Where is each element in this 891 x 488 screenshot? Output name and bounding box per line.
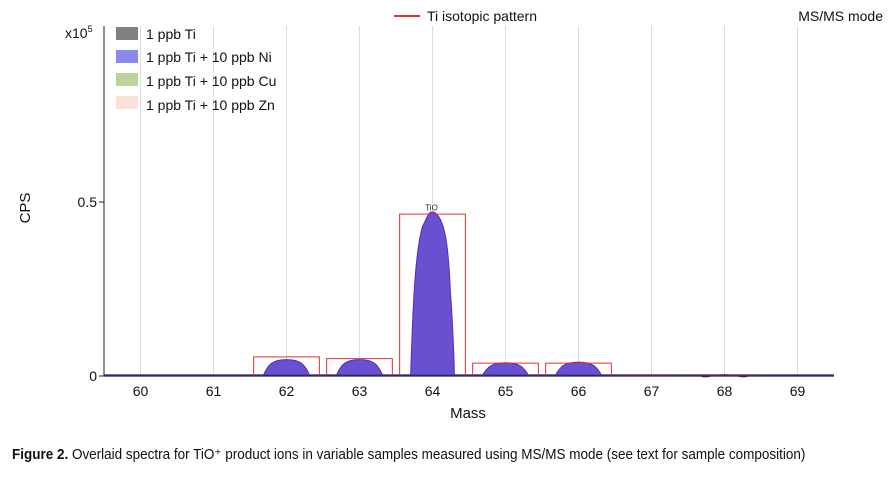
legend-swatch-cu (116, 73, 138, 86)
legend-label-ti: 1 ppb Ti (146, 26, 196, 42)
legend-label-ni: 1 ppb Ti + 10 ppb Ni (146, 49, 272, 65)
caption-text: Overlaid spectra for TiO⁺ product ions i… (68, 447, 806, 463)
x-tick-63: 63 (352, 383, 368, 399)
y-exponent-power: 5 (88, 24, 93, 34)
vertical-gridlines (140, 26, 798, 376)
legend-swatch-ni (116, 50, 138, 63)
x-tick-67: 67 (644, 383, 660, 399)
figure-caption: Figure 2. Overlaid spectra for TiO⁺ prod… (12, 446, 812, 465)
x-axis-title: Mass (450, 405, 486, 422)
peak-63 (335, 359, 384, 377)
x-tick-68: 68 (717, 383, 733, 399)
mode-label: MS/MS mode (798, 8, 883, 24)
x-tick-62: 62 (279, 383, 295, 399)
y-exponent-label: x105 (65, 24, 93, 41)
pattern-box-63 (326, 358, 393, 376)
caption-label: Figure 2. (12, 447, 69, 463)
peak-65 (481, 362, 530, 377)
peak-annotation-tio: TiO (425, 203, 438, 212)
peak-66 (554, 361, 603, 377)
x-tick-labels: 60 61 62 63 64 65 66 67 68 69 (133, 383, 806, 399)
x-tick-61: 61 (206, 383, 222, 399)
pattern-box-64 (399, 213, 466, 376)
peak-62 (262, 359, 311, 377)
y-axis-title: CPS (17, 193, 34, 224)
y-tick-labels: 00.5 (78, 194, 104, 384)
axes (103, 26, 834, 377)
x-tick-60: 60 (133, 383, 149, 399)
spectrum-chart: 60 61 62 63 64 65 66 67 68 69 00.5 Mass CPS x105 … (17, 8, 883, 422)
x-tick-66: 66 (571, 383, 587, 399)
legend-label-cu: 1 ppb Ti + 10 ppb Cu (146, 73, 276, 89)
peak-64 (410, 211, 455, 377)
y-tick-0.5: 0.5 (78, 194, 98, 210)
pattern-box-65 (472, 362, 539, 376)
x-tick-65: 65 (498, 383, 514, 399)
pattern-box-62 (253, 356, 320, 376)
y-tick-0: 0 (89, 368, 97, 384)
pattern-legend-label: Ti isotopic pattern (427, 8, 537, 24)
pattern-box-66 (545, 362, 612, 376)
legend-swatch-ti (116, 27, 138, 40)
legend-label-zn: 1 ppb Ti + 10 ppb Zn (146, 97, 275, 113)
legend-swatch-zn (116, 96, 138, 109)
legend: 1 ppb Ti 1 ppb Ti + 10 ppb Ni 1 ppb Ti +… (116, 26, 276, 113)
spectra-peaks (104, 211, 834, 378)
x-tick-69: 69 (790, 383, 806, 399)
x-tick-64: 64 (425, 383, 441, 399)
pattern-legend: Ti isotopic pattern (394, 8, 537, 24)
